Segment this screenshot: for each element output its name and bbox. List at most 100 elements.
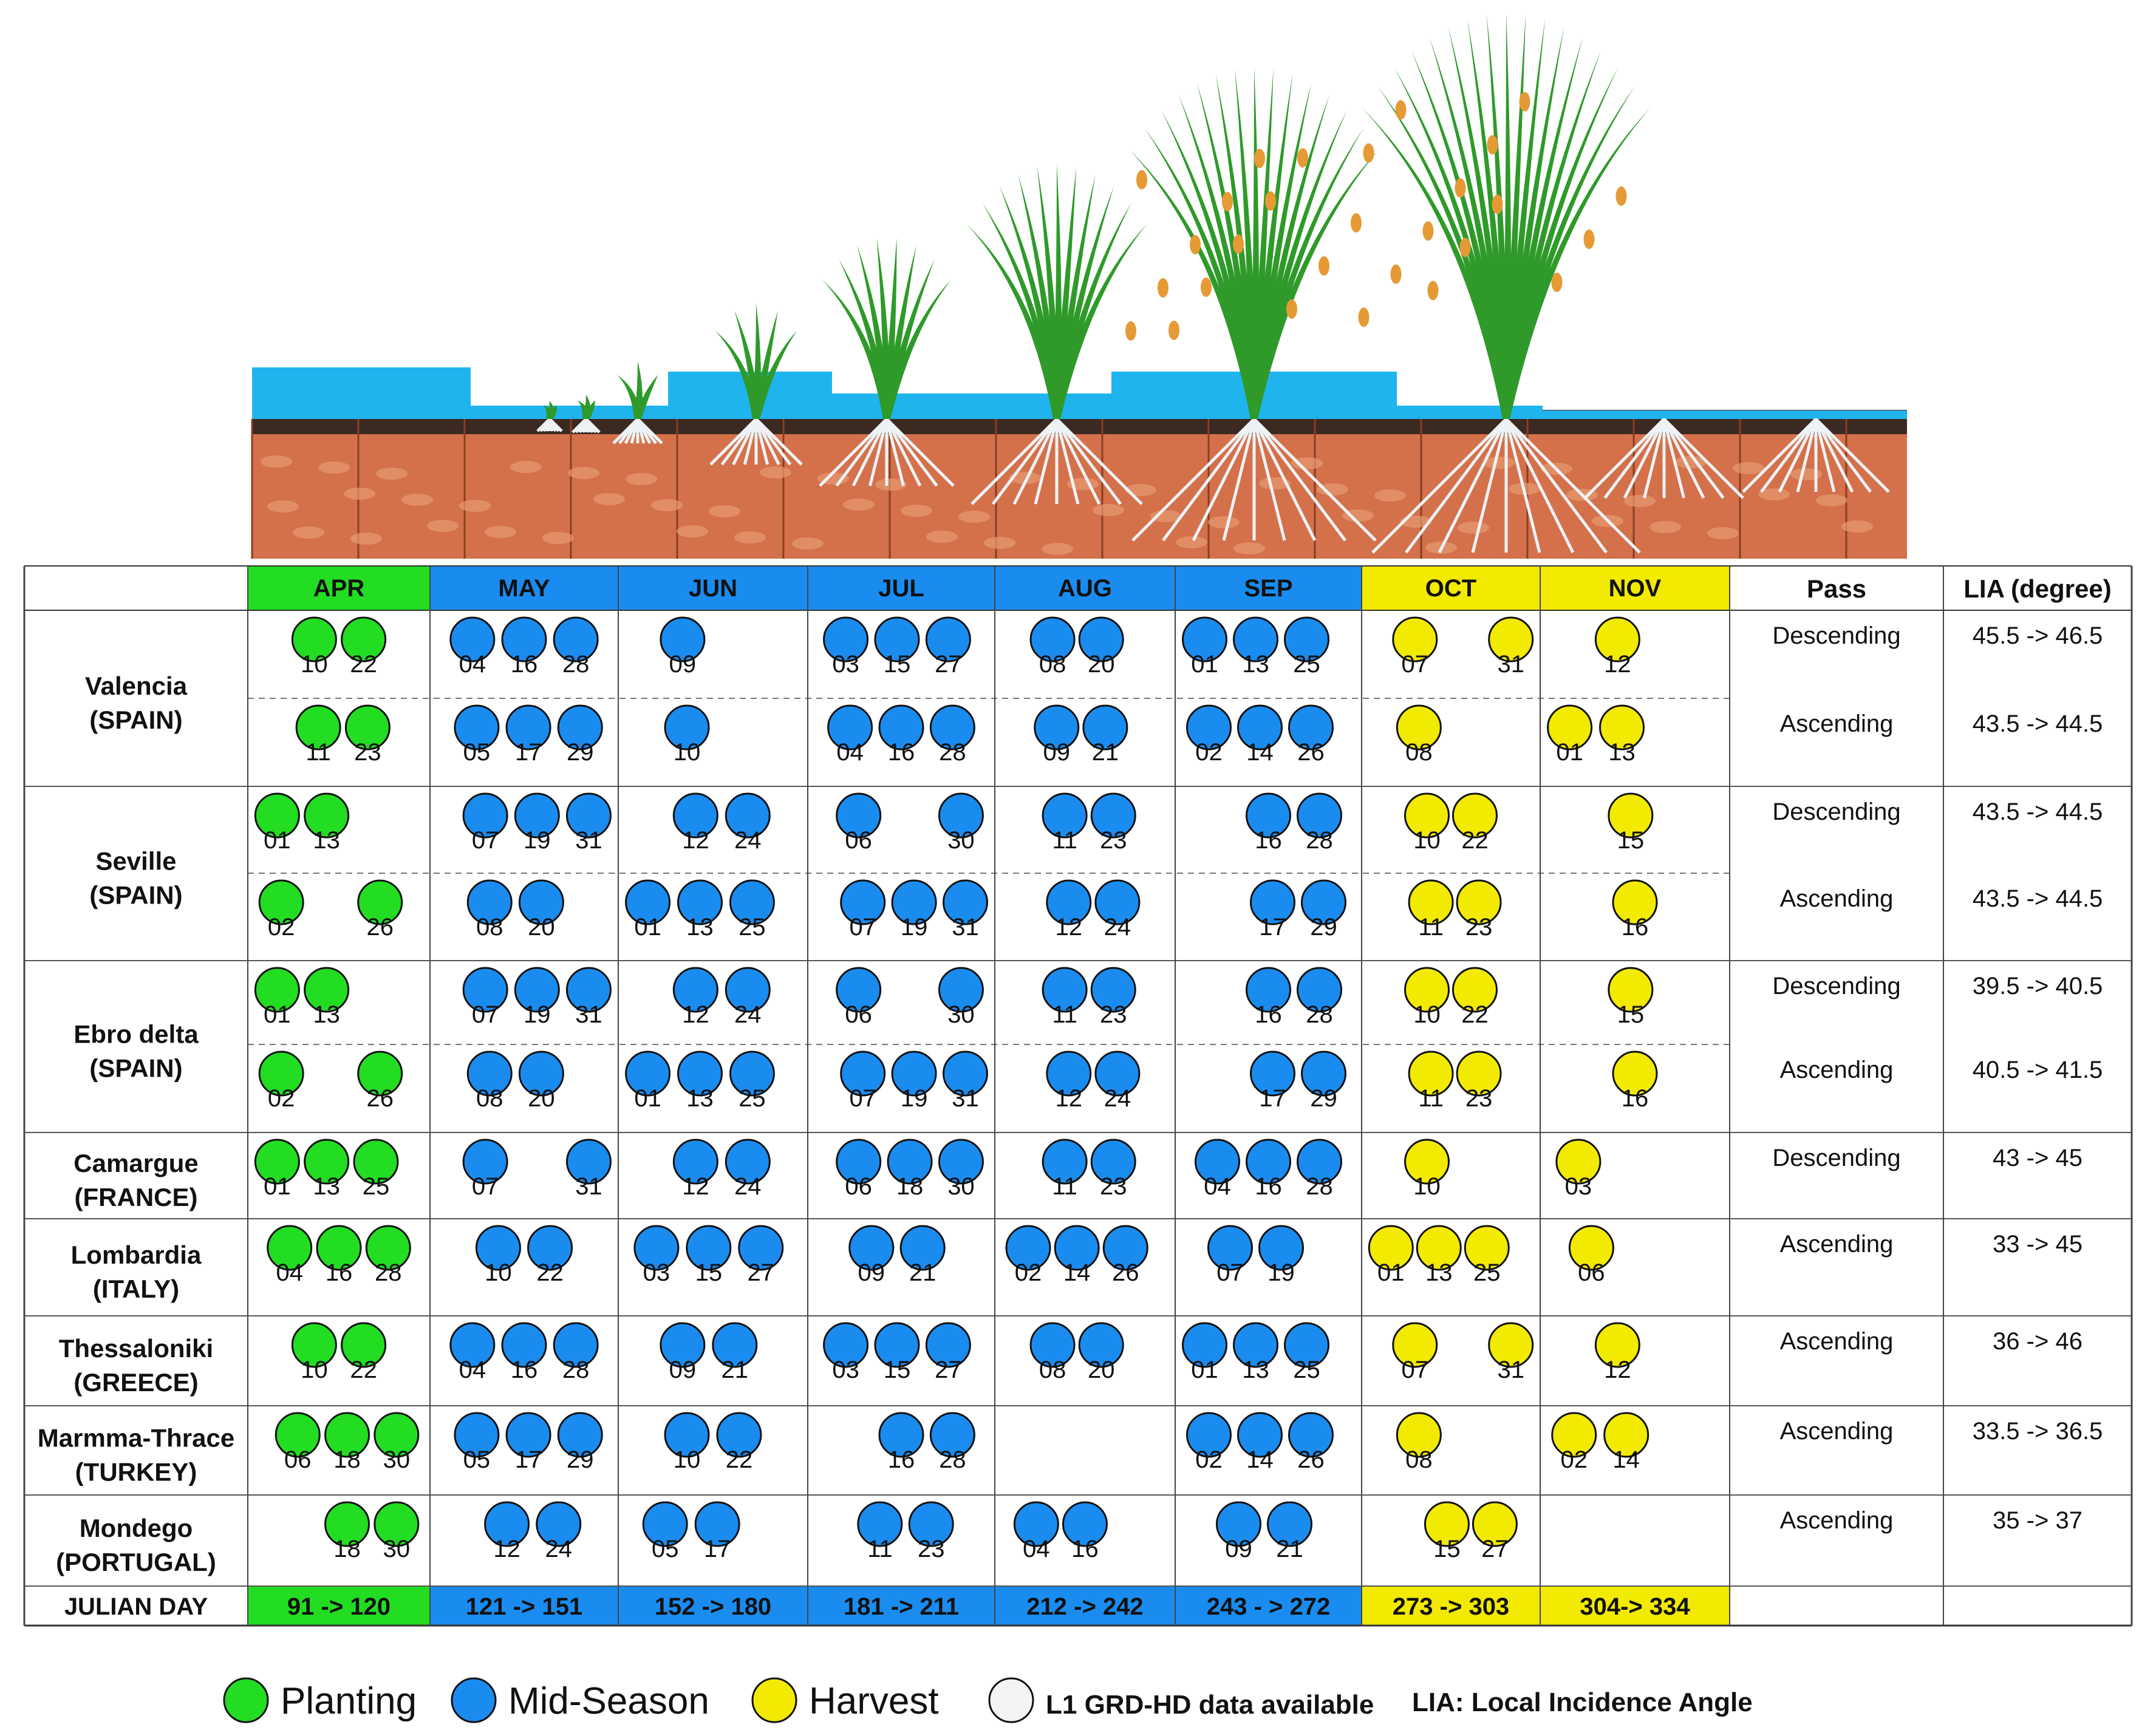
- acquisition-day: 13: [686, 914, 714, 941]
- acquisition-marker: [1258, 1225, 1304, 1271]
- soil-stone: [1841, 520, 1873, 533]
- acquisition-marker: [275, 1412, 321, 1458]
- acquisition-marker: [553, 1322, 599, 1368]
- soil-stone: [1009, 472, 1041, 484]
- acquisition-marker: [1547, 704, 1593, 751]
- acquisition-marker: [942, 879, 988, 925]
- acquisition-marker: [1488, 1322, 1534, 1368]
- acquisition-marker: [1195, 1139, 1240, 1185]
- acquisition-marker: [1301, 879, 1346, 925]
- soil-stone: [542, 532, 574, 544]
- acquisition-day: 24: [734, 1173, 762, 1200]
- acquisition-day: 27: [935, 1357, 962, 1383]
- acquisition-day: 10: [674, 739, 701, 766]
- acquisition-day: 09: [1225, 1536, 1252, 1562]
- acquisition-marker: [462, 967, 508, 1013]
- acquisition-marker: [840, 879, 886, 925]
- acquisition-day: 21: [1092, 739, 1119, 766]
- acquisition-day: 15: [884, 1357, 911, 1383]
- acquisition-marker: [357, 879, 403, 925]
- acquisition-marker: [716, 1412, 762, 1458]
- acquisition-day: 29: [567, 739, 594, 766]
- acquisition-marker: [254, 1139, 300, 1185]
- acquisition-marker: [1237, 1412, 1283, 1458]
- acquisition-day: 16: [1255, 827, 1282, 854]
- soil-stone: [510, 461, 542, 473]
- acquisition-marker: [725, 792, 771, 839]
- acquisition-day: 18: [896, 1173, 924, 1200]
- acquisition-marker: [1237, 704, 1283, 751]
- acquisition-marker: [836, 792, 882, 839]
- lia-range: 43.5 -> 44.5: [1973, 799, 2103, 825]
- acquisition-marker: [1216, 1501, 1261, 1547]
- pass-direction: Ascending: [1780, 1328, 1894, 1355]
- acquisition-marker: [462, 792, 508, 839]
- acquisition-marker: [514, 792, 560, 839]
- acquisition-day: 28: [1306, 1173, 1333, 1200]
- soil-stone: [1816, 494, 1847, 506]
- acquisition-day: 30: [947, 1173, 975, 1200]
- acquisition-marker: [1046, 1051, 1092, 1097]
- acquisition-marker: [1368, 1225, 1414, 1271]
- acquisition-day: 16: [888, 739, 915, 766]
- soil-stone: [709, 505, 740, 517]
- acquisition-day: 27: [935, 651, 962, 678]
- water-layer: [1543, 410, 1907, 419]
- legend-harvest-icon: [751, 1677, 797, 1723]
- acquisition-day: 20: [528, 1085, 555, 1112]
- acquisition-day: 26: [1297, 739, 1325, 766]
- acquisition-day: 18: [333, 1446, 361, 1473]
- acquisition-day: 28: [562, 651, 590, 678]
- acquisition-marker: [1046, 879, 1092, 925]
- soil-stone: [651, 499, 683, 511]
- acquisition-day: 28: [1306, 827, 1333, 854]
- acquisition-day: 19: [524, 1001, 551, 1028]
- acquisition-day: 16: [326, 1259, 353, 1286]
- rice-plant: [1125, 67, 1379, 542]
- acquisition-marker: [527, 1225, 573, 1271]
- acquisition-marker: [887, 1139, 933, 1185]
- acquisition-day: 01: [634, 914, 661, 941]
- acquisition-day: 01: [1377, 1259, 1405, 1286]
- soil-stone: [626, 473, 657, 485]
- acquisition-marker: [729, 1051, 775, 1097]
- acquisition-day: 31: [575, 1173, 602, 1200]
- acquisition-day: 28: [939, 1446, 966, 1473]
- acquisition-day: 16: [1622, 914, 1649, 941]
- rice-plant: [571, 395, 601, 434]
- soil-stone: [485, 526, 516, 538]
- acquisition-day: 03: [643, 1259, 670, 1286]
- acquisition-marker: [874, 1322, 920, 1368]
- acquisition-day: 04: [276, 1259, 303, 1286]
- acquisition-day: 09: [669, 651, 697, 678]
- acquisition-marker: [823, 1322, 869, 1368]
- acquisition-day: 16: [511, 1357, 538, 1383]
- lia-range: 35 -> 37: [1993, 1507, 2083, 1534]
- acquisition-day: 13: [1608, 739, 1636, 766]
- acquisition-day: 21: [1276, 1536, 1303, 1562]
- acquisition-day: 16: [1255, 1173, 1282, 1200]
- acquisition-day: 09: [669, 1357, 697, 1383]
- acquisition-day: 10: [1413, 1001, 1441, 1028]
- acquisition-marker: [1034, 704, 1080, 751]
- legend-data-available-label: L1 GRD-HD data available: [1046, 1690, 1374, 1720]
- site-name: Camargue: [73, 1149, 198, 1177]
- acquisition-day: 25: [739, 914, 766, 941]
- acquisition-day: 23: [1465, 1085, 1493, 1112]
- acquisition-marker: [514, 967, 560, 1013]
- acquisition-marker: [466, 879, 513, 925]
- acquisition-marker: [1452, 792, 1498, 839]
- acquisition-marker: [836, 1139, 882, 1185]
- acquisition-marker: [374, 1501, 420, 1547]
- acquisition-day: 01: [1556, 739, 1583, 766]
- acquisition-marker: [324, 1412, 370, 1458]
- acquisition-marker: [1246, 967, 1291, 1013]
- acquisition-day: 14: [1246, 1446, 1274, 1473]
- acquisition-day: 05: [463, 1446, 491, 1473]
- acquisition-day: 06: [845, 827, 872, 854]
- acquisition-marker: [1094, 879, 1141, 925]
- acquisition-marker: [725, 967, 771, 1013]
- acquisition-day: 07: [1402, 651, 1429, 678]
- soil-stone: [1758, 488, 1790, 500]
- pass-direction: Ascending: [1780, 710, 1894, 737]
